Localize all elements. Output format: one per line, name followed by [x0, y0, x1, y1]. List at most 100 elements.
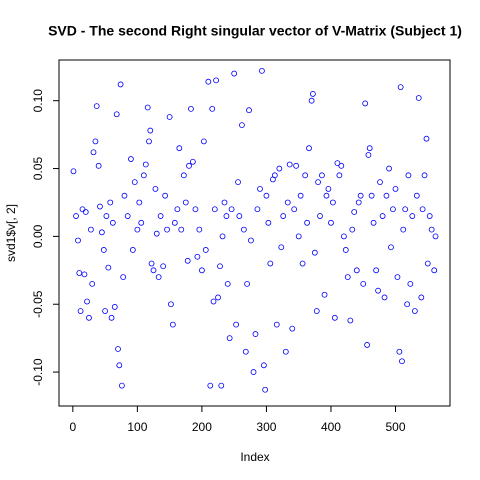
point	[205, 78, 212, 85]
point	[297, 192, 304, 199]
point	[321, 291, 328, 298]
point	[144, 104, 151, 111]
point	[174, 206, 181, 213]
point	[342, 247, 349, 253]
point	[140, 172, 147, 179]
point	[134, 226, 141, 233]
point	[260, 362, 267, 369]
point	[226, 335, 233, 342]
point	[148, 260, 155, 267]
point	[366, 145, 373, 152]
point	[116, 362, 123, 369]
point	[407, 280, 414, 287]
point	[176, 145, 183, 152]
point	[244, 280, 250, 287]
point	[370, 219, 377, 226]
point	[168, 301, 174, 308]
point	[331, 314, 338, 321]
point	[368, 192, 375, 199]
point	[73, 213, 79, 219]
point	[308, 97, 315, 104]
point	[411, 308, 418, 314]
point	[280, 213, 287, 219]
point	[146, 138, 152, 145]
point	[86, 314, 92, 321]
point	[304, 219, 310, 226]
point	[254, 206, 261, 213]
point	[431, 267, 438, 274]
point	[124, 213, 131, 219]
point	[404, 301, 411, 308]
point	[166, 114, 173, 120]
x-tick-label: 500	[385, 420, 405, 434]
point	[355, 199, 362, 206]
x-tick-label: 400	[321, 420, 341, 434]
y-tick-label: -0.05	[31, 290, 45, 318]
point	[240, 226, 247, 233]
point	[273, 321, 280, 328]
point	[221, 199, 228, 206]
point	[188, 105, 194, 112]
point	[397, 84, 404, 91]
point	[338, 162, 345, 169]
point	[152, 186, 159, 192]
point	[192, 206, 199, 213]
x-tick-label: 100	[127, 420, 147, 434]
point	[75, 237, 81, 244]
point	[400, 226, 407, 233]
point	[390, 206, 396, 213]
point	[81, 271, 88, 278]
point	[379, 213, 386, 219]
point	[299, 260, 306, 267]
point	[103, 213, 110, 219]
point	[242, 348, 249, 355]
point	[98, 229, 105, 236]
point	[199, 267, 205, 274]
point	[224, 280, 231, 287]
point	[107, 199, 114, 206]
point	[136, 199, 143, 206]
point	[129, 247, 136, 253]
point	[257, 186, 263, 192]
point	[138, 219, 145, 226]
point	[118, 382, 125, 389]
point	[95, 162, 102, 169]
point	[142, 161, 149, 168]
point	[92, 138, 99, 145]
x-tick-label: 0	[69, 420, 76, 434]
point	[402, 206, 409, 213]
point	[171, 219, 178, 226]
point	[353, 267, 360, 274]
point	[267, 260, 274, 267]
point	[108, 314, 115, 321]
point	[200, 138, 207, 145]
point	[182, 199, 189, 206]
point	[388, 244, 394, 251]
point	[336, 172, 343, 179]
point	[236, 213, 243, 219]
point	[162, 192, 169, 199]
point	[347, 317, 354, 324]
point	[252, 331, 259, 337]
point	[428, 226, 435, 233]
point	[213, 77, 220, 84]
point	[323, 192, 330, 199]
point	[186, 162, 192, 169]
point	[421, 172, 428, 179]
point	[131, 179, 138, 186]
point	[233, 321, 240, 328]
point	[418, 294, 425, 301]
point	[344, 274, 351, 280]
point	[271, 172, 278, 179]
point	[102, 308, 109, 314]
point	[76, 270, 83, 276]
point	[248, 237, 254, 244]
point	[306, 145, 312, 152]
point	[121, 192, 128, 199]
point	[432, 233, 439, 240]
point	[293, 162, 300, 169]
point	[313, 308, 320, 314]
point	[113, 111, 120, 118]
x-tick-label: 200	[192, 420, 212, 434]
